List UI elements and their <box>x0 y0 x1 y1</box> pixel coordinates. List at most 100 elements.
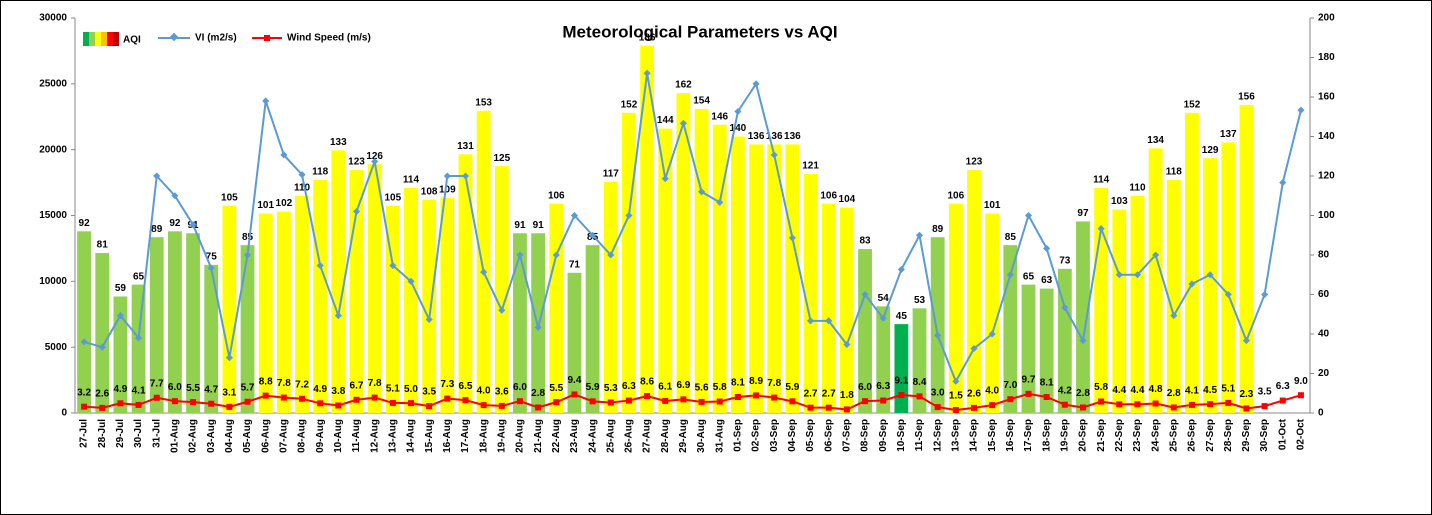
wind-value-label: 4.1 <box>132 386 146 397</box>
vi-marker <box>298 171 306 179</box>
wind-marker <box>153 394 160 401</box>
x-tick-label: 07-Aug <box>279 419 290 453</box>
x-tick-label: 05-Aug <box>242 419 253 453</box>
aqi-value-label: 162 <box>675 80 692 91</box>
aqi-value-label: 54 <box>878 293 890 304</box>
y2-tick-label: 20 <box>1318 368 1330 379</box>
aqi-value-label: 140 <box>730 123 747 134</box>
x-tick-label: 14-Aug <box>406 419 417 453</box>
wind-marker <box>516 398 523 405</box>
aqi-bar <box>167 231 182 413</box>
vi-marker <box>698 188 706 196</box>
aqi-value-label: 45 <box>896 311 908 322</box>
wind-value-label: 2.8 <box>531 388 545 399</box>
vi-marker <box>861 290 869 299</box>
x-tick-label: 28-Sep <box>1223 419 1234 452</box>
legend: AQI VI (m2/s) Wind Speed (m/s) <box>83 32 371 46</box>
y-tick-label: 30000 <box>39 13 67 24</box>
wind-value-label: 3.1 <box>222 388 236 399</box>
wind-value-label: 7.8 <box>767 378 781 389</box>
aqi-bar <box>839 207 854 413</box>
wind-value-label: 9.1 <box>894 376 908 387</box>
x-tick-label: 24-Sep <box>1150 419 1161 452</box>
wind-value-label: 6.3 <box>622 381 636 392</box>
x-tick-label: 10-Sep <box>896 419 907 452</box>
aqi-bar <box>712 124 727 414</box>
aqi-value-label: 186 <box>639 32 656 43</box>
wind-marker <box>862 398 869 405</box>
wind-marker <box>171 398 178 405</box>
vi-marker <box>770 151 778 159</box>
wind-marker <box>262 392 269 399</box>
wind-value-label: 5.5 <box>186 383 200 394</box>
vi-marker <box>352 208 361 216</box>
wind-value-label: 2.3 <box>1239 389 1253 400</box>
wind-marker <box>607 399 614 406</box>
vi-marker <box>80 338 88 346</box>
wind-marker <box>81 403 88 410</box>
wind-marker <box>1025 390 1032 397</box>
wind-marker <box>462 397 469 404</box>
wind-value-label: 6.0 <box>168 382 182 393</box>
x-tick-label: 20-Aug <box>515 419 526 453</box>
aqi-value-label: 133 <box>330 137 347 148</box>
wind-marker <box>1152 400 1159 407</box>
x-tick-label: 06-Sep <box>823 419 834 452</box>
wind-value-label: 2.7 <box>822 388 836 399</box>
aqi-bar <box>767 144 782 413</box>
aqi-value-label: 104 <box>839 194 856 205</box>
wind-marker <box>244 398 251 405</box>
aqi-value-label: 118 <box>1166 167 1183 178</box>
aqi-bar <box>440 197 455 413</box>
chart-title: Meteorological Parameters vs AQI <box>562 22 837 41</box>
wind-marker <box>208 400 215 407</box>
aqi-value-label: 123 <box>966 157 983 168</box>
wind-value-label: 2.8 <box>1076 388 1090 399</box>
x-tick-label: 28-Aug <box>660 419 671 453</box>
legend-label: AQI <box>123 35 141 46</box>
aqi-value-label: 121 <box>802 161 819 172</box>
aqi-value-label: 65 <box>1023 271 1035 282</box>
wind-value-label: 5.1 <box>1221 384 1235 395</box>
aqi-value-label: 110 <box>1129 182 1146 193</box>
aqi-value-label: 110 <box>294 182 311 193</box>
x-tick-label: 10-Aug <box>333 419 344 453</box>
aqi-value-label: 125 <box>493 153 510 164</box>
aqi-value-label: 136 <box>766 131 783 142</box>
aqi-bar <box>113 296 128 413</box>
x-tick-label: 18-Sep <box>1041 419 1052 452</box>
aqi-bar <box>1094 187 1109 413</box>
wind-marker <box>753 392 760 399</box>
vi-marker <box>407 277 415 285</box>
aqi-value-label: 103 <box>1111 196 1128 207</box>
wind-value-label: 7.8 <box>368 378 382 389</box>
x-tick-label: 25-Aug <box>605 419 616 453</box>
wind-marker <box>571 391 578 398</box>
aqi-value-label: 105 <box>221 192 238 203</box>
x-tick-label: 03-Sep <box>769 419 780 452</box>
x-tick-label: 31-Jul <box>151 419 162 448</box>
aqi-bar <box>404 187 418 413</box>
aqi-bar <box>149 237 164 413</box>
wind-marker <box>934 404 941 411</box>
wind-value-label: 4.0 <box>477 386 491 397</box>
vi-marker <box>625 211 633 220</box>
vi-marker <box>498 306 506 314</box>
aqi-value-label: 89 <box>932 224 944 235</box>
aqi-bar <box>1148 148 1163 413</box>
aqi-bar <box>295 195 309 413</box>
x-tick-label: 16-Aug <box>442 419 453 453</box>
wind-value-label: 6.0 <box>858 382 872 393</box>
wind-marker <box>952 407 959 414</box>
wind-marker <box>371 394 378 401</box>
wind-value-label: 4.4 <box>1131 385 1145 396</box>
x-tick-label: 25-Sep <box>1168 419 1179 452</box>
legend-swatch <box>89 32 95 46</box>
aqi-value-label: 71 <box>569 259 581 270</box>
wind-marker <box>589 398 596 405</box>
wind-marker <box>1297 392 1304 399</box>
y-tick-label: 20000 <box>39 144 67 155</box>
aqi-bar <box>531 233 546 413</box>
x-tick-label: 30-Jul <box>133 419 144 448</box>
vi-marker <box>970 344 978 353</box>
